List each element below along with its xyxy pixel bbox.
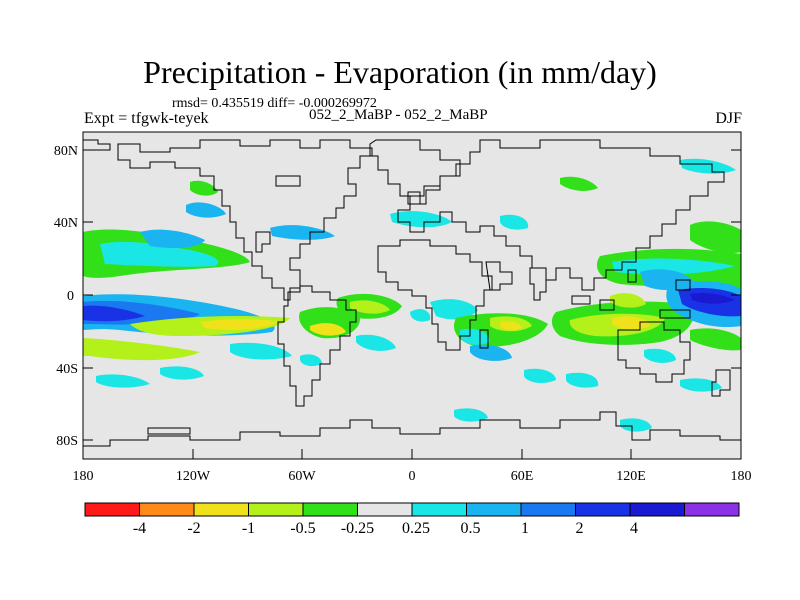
colorbar-swatch bbox=[139, 502, 195, 517]
lat-label: 80N bbox=[54, 144, 78, 159]
contour-region bbox=[96, 374, 150, 388]
contour-region bbox=[186, 202, 226, 218]
colorbar: -4 -2 -1 -0.5 -0.25 0.25 0.5 1 2 4 bbox=[84, 502, 740, 537]
contour-region bbox=[500, 321, 522, 331]
contour-region bbox=[100, 241, 219, 267]
colorbar-label: 4 bbox=[630, 520, 638, 537]
lon-label: 60E bbox=[511, 469, 534, 484]
contour-region bbox=[690, 328, 741, 351]
contour-region bbox=[500, 214, 529, 230]
lon-label: 120W bbox=[176, 469, 211, 484]
colorbar-label: -2 bbox=[187, 520, 200, 537]
coastline-island bbox=[275, 175, 301, 187]
coastline-south-america bbox=[277, 285, 357, 407]
case-label: 052_2_MaBP - 052_2_MaBP bbox=[309, 107, 488, 123]
contour-region bbox=[560, 176, 598, 191]
contour-region bbox=[190, 180, 218, 196]
coastline-island bbox=[571, 295, 591, 305]
colorbar-swatch bbox=[575, 502, 631, 517]
contour-region bbox=[566, 372, 599, 388]
contour-region bbox=[390, 211, 452, 228]
coastline-ice-shelf bbox=[147, 427, 191, 435]
coastline-madagascar bbox=[479, 329, 489, 349]
lat-label: 40N bbox=[54, 216, 78, 231]
coastline-north-america bbox=[117, 139, 373, 301]
lat-label: 40S bbox=[56, 362, 78, 377]
colorbar-swatch bbox=[411, 502, 467, 517]
contour-region bbox=[524, 368, 556, 383]
contour-region bbox=[690, 292, 735, 304]
lon-label: 0 bbox=[409, 469, 416, 484]
contour-region bbox=[430, 299, 478, 320]
colorbar-label: 0.5 bbox=[461, 520, 481, 537]
colorbar-swatch bbox=[520, 502, 576, 517]
colorbar-label: -1 bbox=[242, 520, 255, 537]
coastline-africa bbox=[377, 239, 493, 351]
lon-label: 120E bbox=[616, 469, 646, 484]
contour-region bbox=[160, 366, 204, 380]
colorbar-label: -0.5 bbox=[290, 520, 315, 537]
contour-region bbox=[200, 319, 280, 330]
lon-ticks bbox=[82, 449, 742, 459]
contour-fills bbox=[83, 158, 741, 432]
contour-region bbox=[680, 158, 736, 174]
season-label: DJF bbox=[715, 110, 742, 127]
contour-region bbox=[356, 334, 396, 351]
contour-region bbox=[83, 305, 145, 322]
colorbar-swatch bbox=[84, 502, 140, 517]
colorbar-label: 2 bbox=[576, 520, 584, 537]
colorbar-label: -4 bbox=[133, 520, 146, 537]
stats-text: rmsd= 0.435519 diff= -0.000269972 bbox=[172, 96, 377, 111]
coastline-new-zealand bbox=[711, 369, 731, 397]
coastline-island bbox=[675, 279, 691, 291]
colorbar-swatch bbox=[193, 502, 249, 517]
coastline-eurasia bbox=[397, 139, 725, 291]
lon-label: 180 bbox=[73, 469, 94, 484]
contour-region bbox=[350, 300, 390, 314]
contour-region bbox=[300, 354, 322, 367]
contour-region bbox=[644, 348, 676, 363]
contour-region bbox=[620, 418, 652, 432]
coastlines bbox=[83, 139, 741, 447]
coastline-india bbox=[529, 267, 547, 301]
lon-label: 60W bbox=[288, 469, 316, 484]
colorbar-label: 1 bbox=[521, 520, 529, 537]
contour-region bbox=[610, 293, 646, 308]
coastline-new-guinea bbox=[659, 309, 691, 319]
experiment-label: Expt = tfgwk-teyek bbox=[84, 110, 209, 127]
colorbar-swatch bbox=[357, 502, 413, 517]
coastline bbox=[83, 139, 111, 151]
contour-region bbox=[83, 338, 200, 361]
contour-region bbox=[470, 344, 512, 361]
contour-region bbox=[140, 229, 205, 248]
colorbar-swatch bbox=[466, 502, 522, 517]
colorbar-swatch bbox=[684, 502, 740, 517]
colorbar-swatch bbox=[302, 502, 358, 517]
contour-region bbox=[454, 408, 488, 422]
plot-title: Precipitation - Evaporation (in mm/day) bbox=[143, 54, 657, 90]
lon-label: 180 bbox=[731, 469, 752, 484]
coastline-island bbox=[599, 299, 615, 311]
coastline-australia bbox=[617, 321, 691, 383]
contour-region bbox=[270, 225, 335, 240]
lat-label: 0 bbox=[67, 289, 74, 304]
contour-region bbox=[690, 221, 741, 254]
contour-region bbox=[410, 309, 431, 322]
contour-region bbox=[230, 342, 292, 360]
colorbar-swatch bbox=[629, 502, 685, 517]
lat-label: 80S bbox=[56, 434, 78, 449]
coastline-island bbox=[627, 269, 637, 283]
coastline-island bbox=[255, 231, 271, 253]
colorbar-label: 0.25 bbox=[402, 520, 430, 537]
colorbar-swatch bbox=[248, 502, 304, 517]
lat-ticks bbox=[83, 149, 741, 441]
contour-region bbox=[612, 258, 735, 275]
coastline-antarctica bbox=[83, 411, 741, 447]
coastline-island bbox=[407, 191, 421, 205]
coastline-arabia bbox=[485, 261, 513, 291]
colorbar-label: -0.25 bbox=[341, 520, 374, 537]
contour-region bbox=[460, 328, 490, 345]
contour-region bbox=[310, 323, 346, 336]
